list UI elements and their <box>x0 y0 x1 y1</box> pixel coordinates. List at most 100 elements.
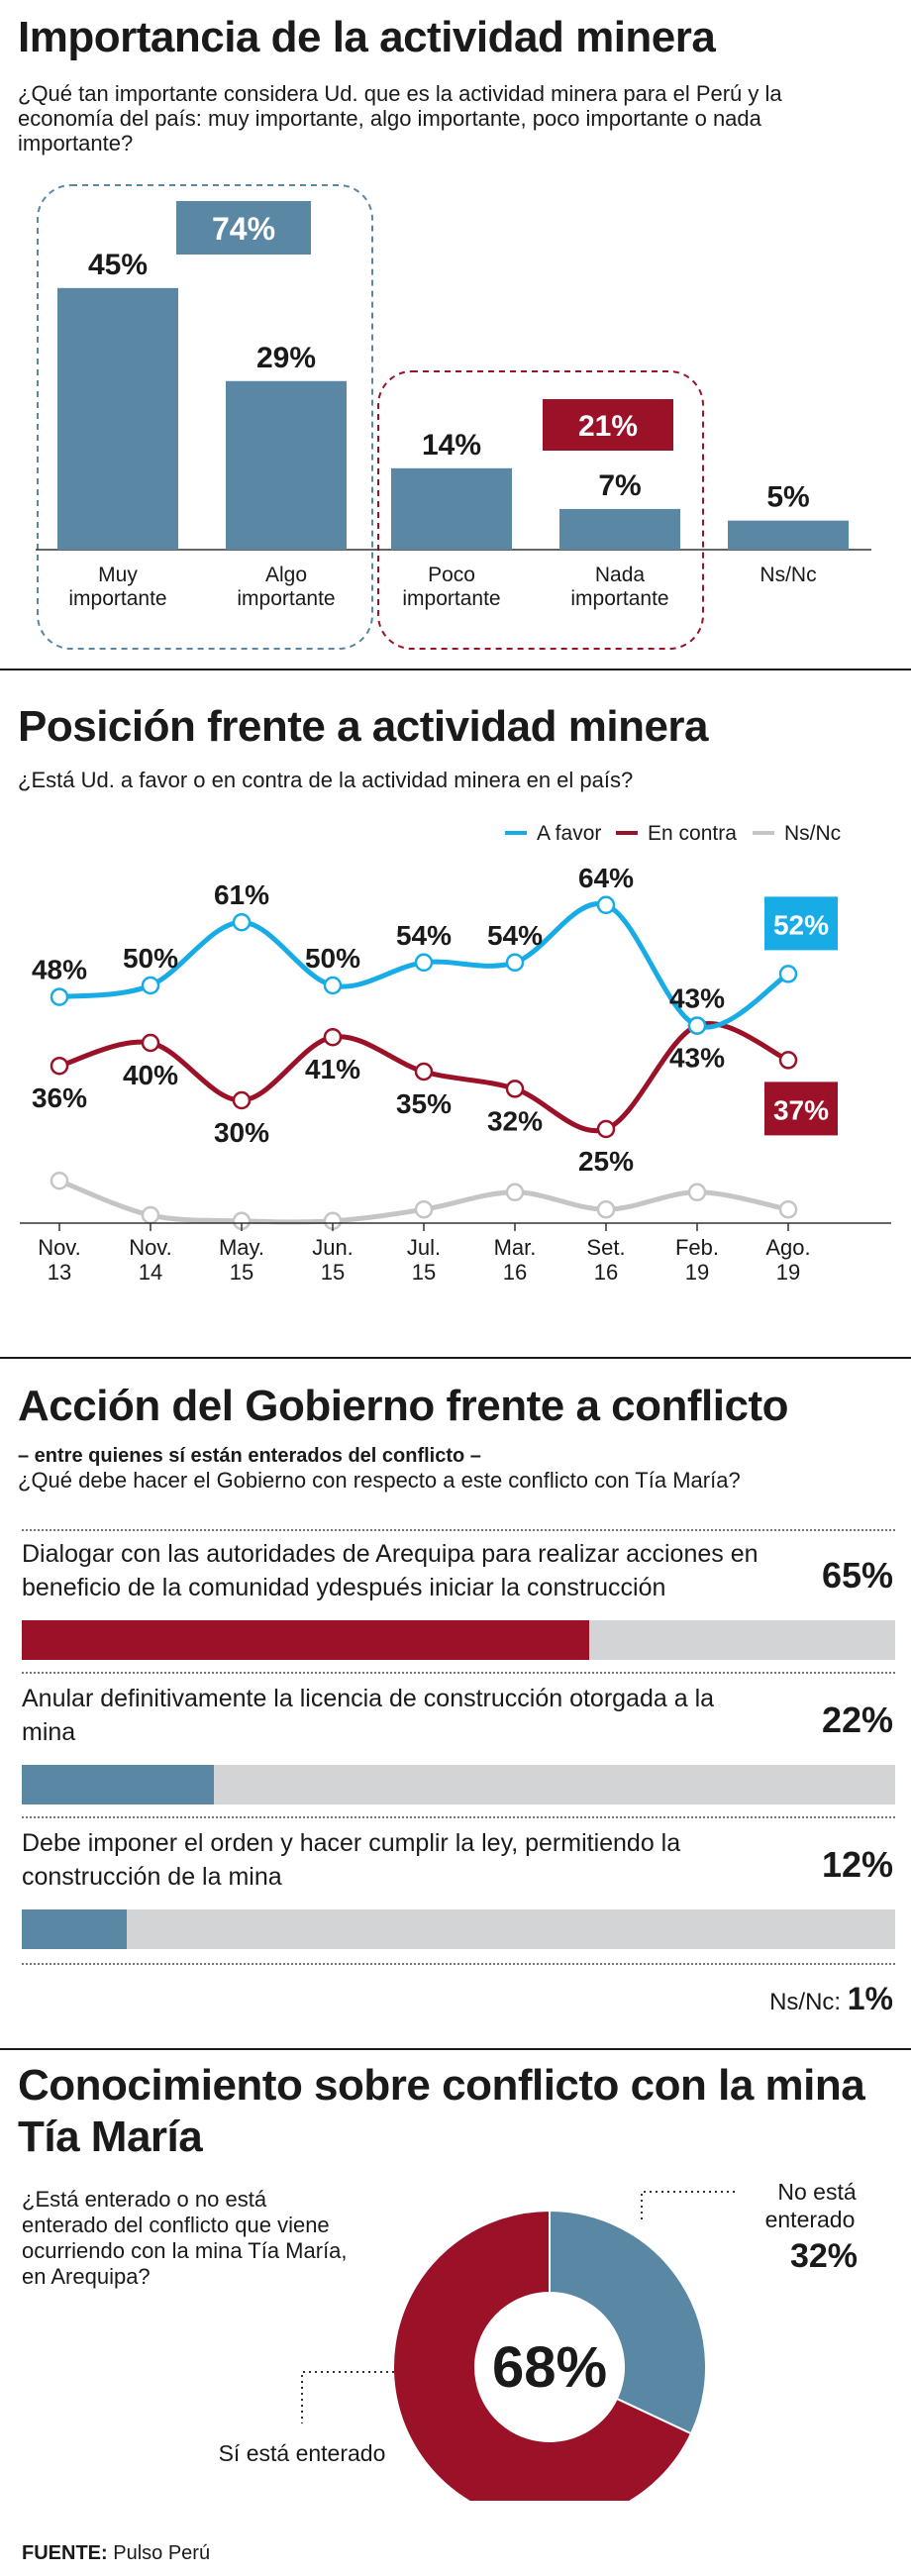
data-label: 50% <box>123 943 178 974</box>
data-label: 35% <box>396 1088 452 1119</box>
data-point <box>50 1171 69 1190</box>
bar <box>728 520 849 550</box>
label-no-line2: enterado <box>765 2207 856 2232</box>
donut-slice <box>549 2209 707 2435</box>
data-label: 40% <box>123 1060 178 1090</box>
callout-line <box>301 2371 394 2423</box>
category-label: Nada <box>595 564 646 586</box>
data-label: 32% <box>487 1105 543 1136</box>
x-tick-label: Nov. <box>129 1235 172 1260</box>
section3-title: Acción del Gobierno frente a conflicto <box>18 1382 788 1430</box>
option-2-track <box>22 1765 895 1804</box>
section-posicion: Posición frente a actividad minera ¿Está… <box>0 673 911 1327</box>
data-label: 50% <box>305 943 360 974</box>
option-3-label: Debe imponer el orden y hacer cumplir la… <box>22 1829 681 1891</box>
label-no-line1: No está <box>777 2179 856 2205</box>
data-point <box>141 1033 160 1053</box>
data-label: 25% <box>578 1146 634 1177</box>
x-tick-label: Set. <box>586 1235 625 1260</box>
x-tick-label: 16 <box>503 1260 527 1285</box>
category-label: Algo <box>265 564 307 586</box>
legend-label: Ns/Nc <box>784 822 841 845</box>
x-tick-label: Jul. <box>407 1235 441 1260</box>
source-value: Pulso Perú <box>113 2542 211 2564</box>
source-label: FUENTE: <box>22 2542 108 2564</box>
position-line-chart: A favor En contra Ns/Nc 48% 50% 61% 50% 54% 54% 6… <box>20 822 891 1285</box>
x-tick-label: 16 <box>594 1260 618 1285</box>
data-label: 54% <box>396 920 452 951</box>
option-2-percent: 22% <box>821 1700 893 1740</box>
section1-question: ¿Qué tan importante considera Ud. que es… <box>18 81 782 155</box>
data-label: 61% <box>214 879 269 910</box>
data-point <box>505 953 525 973</box>
bar <box>57 287 178 550</box>
category-label: Poco <box>428 564 475 586</box>
category-label: importante <box>68 587 166 610</box>
bar <box>226 380 347 550</box>
x-tick-label: 15 <box>321 1260 345 1285</box>
data-point <box>778 965 798 983</box>
section1-title: Importancia de la actividad minera <box>18 13 716 61</box>
data-point <box>505 1183 525 1202</box>
nsnc-label: Ns/Nc: <box>769 1989 842 2015</box>
section4-question: ¿Está enterado o no está enterado del co… <box>22 2187 348 2289</box>
data-point <box>414 1199 434 1219</box>
x-tick-label: 19 <box>776 1260 800 1285</box>
last-label-bg <box>764 1082 838 1136</box>
group-label-important: 74% <box>212 211 275 247</box>
bar-value-label: 7% <box>598 469 641 502</box>
data-point <box>50 987 69 1006</box>
divider <box>22 1816 895 1818</box>
data-point <box>323 1027 343 1047</box>
group-label-unimportant: 21% <box>578 410 638 443</box>
group-label-bg <box>176 201 311 255</box>
bar-value-label: 29% <box>256 342 316 374</box>
x-tick-label: 15 <box>412 1260 436 1285</box>
divider <box>22 1672 895 1674</box>
data-point <box>414 1062 434 1082</box>
section2-title: Posición frente a actividad minera <box>18 702 709 751</box>
option-1-track <box>22 1620 895 1660</box>
group-label-bg <box>543 399 673 451</box>
category-label: Ns/Nc <box>759 564 816 586</box>
separator <box>0 2048 911 2050</box>
section-accion: Acción del Gobierno frente a conflicto –… <box>0 1359 911 2032</box>
separator <box>0 1357 911 1359</box>
data-label: 48% <box>32 955 87 985</box>
data-point <box>50 1056 69 1076</box>
x-tick-label: Feb. <box>675 1235 719 1260</box>
section-importancia: Importancia de la actividad minera ¿Qué … <box>0 0 911 673</box>
data-label: 43% <box>669 1043 725 1074</box>
data-point <box>687 1183 707 1202</box>
data-point <box>141 1205 160 1225</box>
x-tick-label: 13 <box>48 1260 71 1285</box>
section4-title: Conocimiento sobre conflicto con la mina… <box>18 2061 865 2161</box>
source: FUENTE: Pulso Perú <box>22 2542 210 2565</box>
section2-question: ¿Está Ud. a favor o en contra de la acti… <box>18 768 634 792</box>
donut-center-label: 68% <box>492 2335 607 2400</box>
callout-line <box>641 2191 738 2219</box>
option-3-track <box>22 1909 895 1949</box>
option-2-bar <box>22 1765 215 1804</box>
divider <box>22 1529 895 1531</box>
data-point <box>778 1051 798 1070</box>
category-label: importante <box>237 587 335 610</box>
nsnc-value: 1% <box>847 1981 893 2016</box>
bar-value-label: 45% <box>88 249 148 281</box>
group-box-important <box>37 184 373 650</box>
donut-slice <box>392 2209 693 2501</box>
group-box-unimportant <box>377 370 704 650</box>
x-tick-label: 19 <box>685 1260 709 1285</box>
option-3-percent: 12% <box>821 1844 893 1885</box>
separator <box>0 669 911 670</box>
bar <box>559 508 680 550</box>
option-1-label: Dialogar con las autoridades de Arequipa… <box>22 1540 759 1601</box>
bar <box>391 467 512 550</box>
divider <box>22 1963 895 1965</box>
x-tick-label: 15 <box>230 1260 253 1285</box>
section3-question: ¿Qué debe hacer el Gobierno con respecto… <box>18 1468 741 1493</box>
x-tick-label: Jun. <box>312 1235 354 1260</box>
data-point <box>232 912 252 932</box>
last-label-bg <box>764 896 838 951</box>
